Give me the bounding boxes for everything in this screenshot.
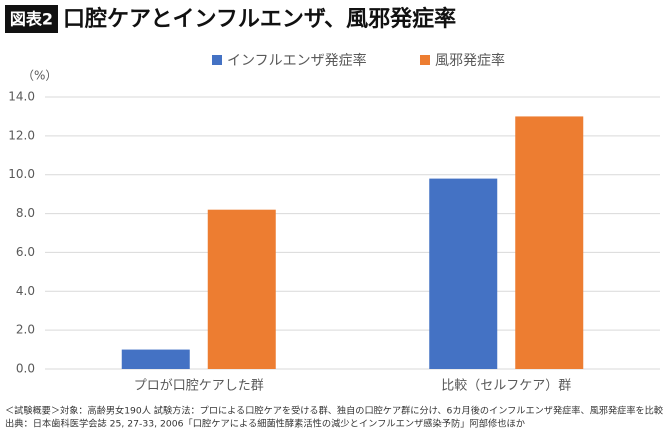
bar	[515, 116, 584, 369]
badge: 図表2	[10, 10, 53, 29]
y-tick-label: 10.0	[8, 167, 35, 181]
legend-label: インフルエンザ発症率	[227, 52, 367, 69]
x-tick-label: 比較（セルフケア）群	[441, 379, 571, 394]
y-tick-label: 0.0	[16, 362, 35, 376]
bar	[207, 209, 276, 369]
y-tick-label: 8.0	[16, 206, 35, 220]
chart-title: 口腔ケアとインフルエンザ、風邪発症率	[63, 6, 456, 32]
badge-box	[5, 5, 58, 33]
x-tick-label: プロが口腔ケアした群	[134, 379, 264, 394]
y-tick-label: 12.0	[8, 128, 35, 142]
y-tick-label: 6.0	[16, 245, 35, 259]
bar	[429, 178, 498, 369]
y-unit: （%）	[22, 69, 57, 83]
note: 出典：日本歯科医学会誌 25, 27-33, 2006「口腔ケアによる細菌性酵素…	[5, 418, 525, 430]
y-tick-label: 2.0	[16, 323, 35, 337]
legend-swatch	[212, 55, 222, 65]
y-tick-label: 14.0	[8, 90, 35, 104]
legend-label: 風邪発症率	[435, 52, 505, 69]
bar	[121, 349, 190, 369]
y-tick-label: 4.0	[16, 284, 35, 298]
note: ＜試験概要＞対象：高齢男女190人 試験方法：プロによる口腔ケアを受ける群、独自…	[5, 405, 663, 417]
legend-swatch	[420, 55, 430, 65]
